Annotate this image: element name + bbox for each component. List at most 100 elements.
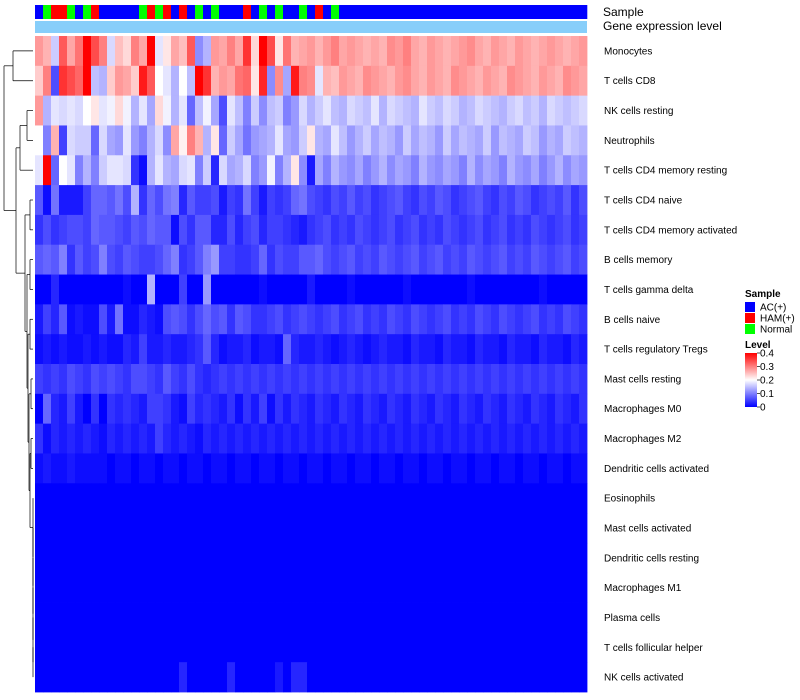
heatmap-cell (395, 36, 404, 67)
heatmap-cell (539, 304, 548, 335)
heatmap-cell (107, 632, 116, 663)
sample-annotation-cell (107, 5, 116, 19)
heatmap-cell (195, 95, 204, 126)
heatmap-cell (395, 155, 404, 186)
heatmap-cell (395, 453, 404, 484)
heatmap-cell (427, 334, 436, 365)
heatmap-cell (187, 95, 196, 126)
heatmap-cell (331, 483, 340, 514)
heatmap-cell (555, 244, 564, 275)
heatmap-cell (403, 244, 412, 275)
heatmap-cell (59, 483, 68, 514)
heatmap-cell (219, 155, 228, 186)
heatmap-cell (179, 125, 188, 156)
heatmap-cell (275, 125, 284, 156)
heatmap-cell (243, 36, 252, 67)
heatmap-cell (43, 334, 52, 365)
heatmap-cell (171, 244, 180, 275)
heatmap-cell (291, 423, 300, 454)
heatmap-cell (275, 572, 284, 603)
heatmap-cell (171, 423, 180, 454)
heatmap-cell (499, 602, 508, 633)
heatmap-cell (259, 364, 268, 395)
heatmap-cell (411, 334, 420, 365)
heatmap-cell (371, 632, 380, 663)
heatmap-cell (515, 185, 524, 216)
heatmap-cell (203, 423, 212, 454)
heatmap-cell (163, 304, 172, 335)
heatmap-cell (395, 95, 404, 126)
heatmap-cell (139, 155, 148, 186)
heatmap-cell (563, 274, 572, 305)
heatmap-cell (307, 95, 316, 126)
heatmap-cell (339, 662, 348, 693)
heatmap-cell (227, 155, 236, 186)
heatmap-cell (259, 393, 268, 425)
heatmap-cell (563, 602, 572, 633)
heatmap-cell (443, 632, 452, 663)
heatmap-cell (411, 572, 420, 603)
heatmap-cell (275, 214, 284, 246)
heatmap-cell (507, 214, 516, 246)
heatmap-cell (91, 185, 100, 216)
heatmap-cell (395, 632, 404, 663)
heatmap-cell (83, 155, 92, 186)
heatmap-cell (187, 483, 196, 514)
row-label: T cells CD4 memory resting (604, 166, 727, 177)
heatmap-cell (403, 513, 412, 544)
heatmap-cell (435, 274, 444, 305)
heatmap-cell (99, 572, 108, 603)
heatmap-cell (91, 125, 100, 156)
heatmap-cell (147, 364, 156, 395)
heatmap-cell (515, 364, 524, 395)
heatmap-cell (507, 393, 516, 425)
heatmap-cell (371, 393, 380, 425)
heatmap-cell (459, 214, 468, 246)
heatmap-cell (131, 274, 140, 305)
heatmap-cell (283, 304, 292, 335)
heatmap-cell (531, 155, 540, 186)
heatmap-cell (563, 393, 572, 425)
heatmap-cell (115, 304, 124, 335)
heatmap-cell (523, 334, 532, 365)
heatmap-cell (467, 632, 476, 663)
heatmap-cell (227, 125, 236, 156)
heatmap-cell (403, 364, 412, 395)
heatmap-cell (403, 572, 412, 603)
heatmap-cell (195, 274, 204, 305)
heatmap-cell (531, 274, 540, 305)
heatmap-cell (571, 602, 580, 633)
heatmap-cell (227, 95, 236, 126)
heatmap-cell (411, 364, 420, 395)
heatmap-cell (123, 244, 132, 275)
heatmap-cell (331, 214, 340, 246)
heatmap-cell (475, 185, 484, 216)
heatmap-cell (475, 423, 484, 454)
heatmap-cell (251, 632, 260, 663)
heatmap-cell (211, 334, 220, 365)
heatmap-cell (539, 244, 548, 275)
heatmap-cell (291, 155, 300, 186)
heatmap-cell (491, 36, 500, 67)
heatmap-cell (539, 65, 548, 97)
heatmap-cell (443, 65, 452, 97)
heatmap-cell (99, 364, 108, 395)
heatmap-cell (579, 542, 588, 574)
sample-annotation-cell (507, 5, 516, 19)
heatmap-cell (443, 95, 452, 126)
heatmap-cell (43, 214, 52, 246)
heatmap-cell (491, 632, 500, 663)
heatmap-cell (267, 334, 276, 365)
heatmap-cell (251, 364, 260, 395)
heatmap-cell (259, 334, 268, 365)
heatmap-cell (363, 214, 372, 246)
heatmap-cell (387, 364, 396, 395)
heatmap-cell (467, 453, 476, 484)
sample-annotation-cell (35, 5, 44, 19)
heatmap-cell (467, 214, 476, 246)
heatmap-cell (219, 513, 228, 544)
heatmap-cell (451, 244, 460, 275)
heatmap-cell (227, 65, 236, 97)
heatmap-cell (363, 364, 372, 395)
heatmap-cell (275, 423, 284, 454)
